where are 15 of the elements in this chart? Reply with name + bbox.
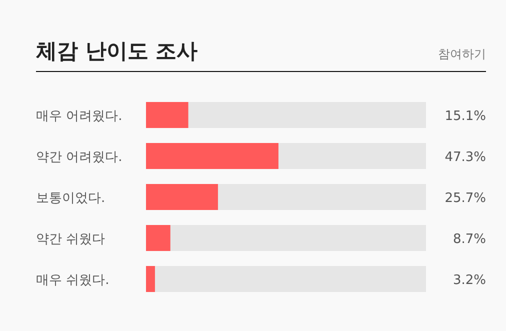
data-label: 3.2% [452, 273, 486, 288]
y-tick-label: 약간 어려웠다. [36, 150, 122, 165]
y-tick-label: 매우 어려웠다. [36, 109, 122, 124]
data-label: 47.3% [444, 150, 486, 165]
y-tick-label: 보통이었다. [36, 191, 106, 206]
data-label: 8.7% [452, 232, 486, 247]
y-tick-label: 매우 쉬웠다. [36, 273, 110, 288]
bar [146, 225, 170, 251]
text: 참여하기 [438, 47, 486, 61]
data-label: 25.7% [444, 191, 486, 206]
bar [146, 266, 155, 292]
y-tick-label: 약간 쉬웠다 [36, 232, 106, 247]
bar [146, 102, 188, 128]
data-label: 15.1% [444, 109, 486, 124]
chart-title: 체감 난이도 조사 [35, 39, 198, 63]
